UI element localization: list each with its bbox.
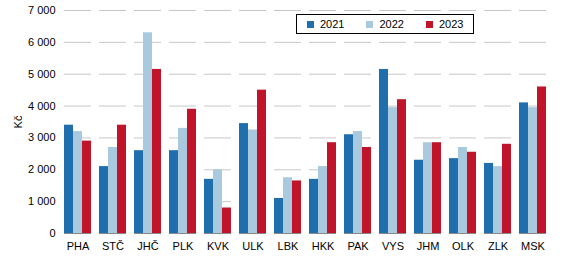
- svg-text:7 000: 7 000: [28, 4, 56, 16]
- svg-text:ULK: ULK: [242, 240, 264, 252]
- svg-text:KVK: KVK: [207, 240, 230, 252]
- svg-text:LBK: LBK: [278, 240, 299, 252]
- svg-text:1 000: 1 000: [28, 195, 56, 207]
- html-text:2021: 2021: [320, 18, 345, 30]
- svg-text:5 000: 5 000: [28, 68, 56, 80]
- svg-text:PLK: PLK: [173, 240, 194, 252]
- svg-text:VYS: VYS: [382, 240, 404, 252]
- svg-text:PHA: PHA: [67, 240, 90, 252]
- svg-text:3 000: 3 000: [28, 131, 56, 143]
- html-text:2022: 2022: [379, 18, 404, 30]
- svg-text:PAK: PAK: [347, 240, 369, 252]
- svg-text:JHM: JHM: [417, 240, 440, 252]
- svg-text:STČ: STČ: [102, 240, 124, 252]
- html-text:2023: 2023: [439, 18, 464, 30]
- svg-text:2 000: 2 000: [28, 163, 56, 175]
- svg-text:0: 0: [49, 227, 55, 239]
- svg-text:OLK: OLK: [452, 240, 475, 252]
- svg-text:Kč: Kč: [12, 115, 24, 128]
- svg-text:MSK: MSK: [521, 240, 546, 252]
- svg-text:4 000: 4 000: [28, 100, 56, 112]
- svg-text:ZLK: ZLK: [488, 240, 509, 252]
- svg-text:HKK: HKK: [312, 240, 335, 252]
- svg-text:6 000: 6 000: [28, 36, 56, 48]
- svg-text:JHČ: JHČ: [137, 240, 158, 252]
